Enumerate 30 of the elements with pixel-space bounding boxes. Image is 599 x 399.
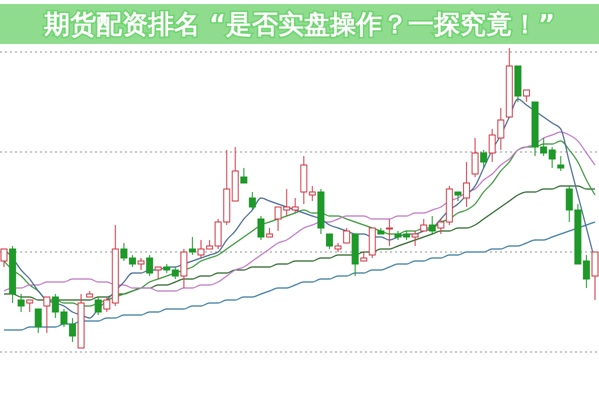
candlestick — [26, 300, 34, 312]
candlestick — [343, 228, 350, 244]
candlestick — [240, 168, 248, 184]
candlestick — [257, 216, 264, 240]
candlestick — [146, 254, 154, 276]
candlestick — [420, 218, 428, 232]
candlestick — [412, 230, 419, 246]
candlestick — [480, 150, 488, 168]
candlestick — [428, 216, 436, 234]
candlestick — [172, 266, 179, 280]
candlestick — [522, 90, 530, 102]
candlestick — [326, 234, 333, 250]
candlestick — [497, 108, 504, 150]
candlestick — [138, 258, 145, 270]
candlestick — [180, 248, 188, 288]
candlestick — [18, 294, 25, 312]
candlestick — [557, 156, 564, 172]
candlestick — [0, 248, 8, 268]
candlestick — [472, 138, 479, 178]
candlestick — [188, 236, 196, 256]
chart-title: 期货配资排名 “是否实盘操作？一探究竟！” — [42, 10, 556, 40]
candlestick — [592, 252, 598, 300]
candlestick — [463, 162, 470, 208]
candlestick — [488, 128, 496, 162]
candlestick — [248, 192, 256, 210]
candlestick — [34, 308, 42, 334]
candlestick — [94, 296, 102, 316]
candlestick — [43, 296, 50, 334]
candlestick — [386, 218, 393, 246]
candlestick — [154, 266, 162, 280]
